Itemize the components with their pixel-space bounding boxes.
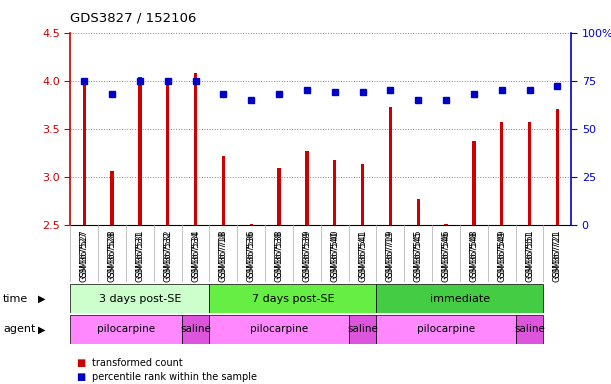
Bar [210,284,376,313]
Text: ▶: ▶ [38,293,45,304]
Text: GSM367540: GSM367540 [330,229,339,278]
Text: GSM367548: GSM367548 [469,229,478,278]
Bar [277,168,280,225]
Text: time: time [3,293,28,304]
Text: GSM367551: GSM367551 [525,229,534,278]
Text: 7 days post-SE: 7 days post-SE [252,293,334,304]
Bar [389,107,392,225]
Text: immediate: immediate [430,293,490,304]
Text: GSM367719: GSM367719 [386,229,395,278]
Bar [417,199,420,225]
Bar [210,315,349,344]
Text: GSM367541: GSM367541 [358,229,367,278]
Text: pilocarpine: pilocarpine [97,324,155,334]
Bar [333,161,337,225]
Text: ■: ■ [76,358,86,368]
Text: GSM367531: GSM367531 [136,229,144,278]
Text: GSM367539: GSM367539 [302,229,312,278]
Text: ▶: ▶ [38,324,45,334]
Text: percentile rank within the sample: percentile rank within the sample [92,372,257,382]
Text: GDS3827 / 152106: GDS3827 / 152106 [70,12,197,25]
Bar [500,122,503,225]
Text: saline: saline [180,324,211,334]
Bar [472,141,475,225]
Text: 3 days post-SE: 3 days post-SE [98,293,181,304]
Bar [361,164,364,225]
Text: GSM367721: GSM367721 [553,229,562,278]
Text: GSM367528: GSM367528 [108,229,117,278]
Text: agent: agent [3,324,35,334]
Text: GSM367527: GSM367527 [79,229,89,278]
Text: GSM367532: GSM367532 [163,229,172,278]
Text: pilocarpine: pilocarpine [417,324,475,334]
Bar [376,284,543,313]
Bar [82,84,86,225]
Bar [555,109,559,225]
Bar [70,284,210,313]
Text: GSM367545: GSM367545 [414,229,423,278]
Text: GSM367538: GSM367538 [274,229,284,278]
Text: GSM367536: GSM367536 [247,229,255,278]
Bar [305,151,309,225]
Bar [349,315,376,344]
Bar [376,315,516,344]
Bar [528,122,531,225]
Bar [181,315,210,344]
Bar [138,77,142,225]
Bar [444,224,448,225]
Text: transformed count: transformed count [92,358,183,368]
Bar [249,224,253,225]
Bar [166,81,169,225]
Text: saline: saline [347,324,378,334]
Text: GSM367718: GSM367718 [219,229,228,278]
Text: ■: ■ [76,372,86,382]
Text: GSM367534: GSM367534 [191,229,200,278]
Text: pilocarpine: pilocarpine [250,324,308,334]
Text: GSM367549: GSM367549 [497,229,506,278]
Bar [222,156,225,225]
Bar [516,315,543,344]
Text: GSM367546: GSM367546 [442,229,450,278]
Bar [70,315,181,344]
Text: saline: saline [514,324,545,334]
Bar [194,73,197,225]
Bar [111,171,114,225]
